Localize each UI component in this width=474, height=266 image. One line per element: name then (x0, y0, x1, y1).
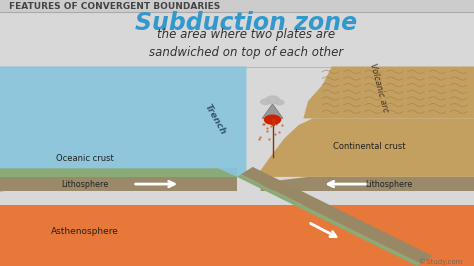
Polygon shape (262, 104, 283, 118)
Text: ©Study.com: ©Study.com (419, 258, 462, 265)
Text: FEATURES OF CONVERGENT BOUNDARIES: FEATURES OF CONVERGENT BOUNDARIES (9, 2, 221, 11)
Polygon shape (261, 177, 474, 191)
Polygon shape (0, 177, 237, 191)
Text: Asthenosphere: Asthenosphere (51, 227, 119, 236)
Circle shape (266, 96, 279, 103)
Text: Oceanic crust: Oceanic crust (56, 154, 114, 163)
Polygon shape (241, 167, 433, 264)
Text: Continental crust: Continental crust (334, 142, 406, 151)
Polygon shape (303, 66, 474, 118)
Circle shape (264, 115, 281, 124)
Polygon shape (0, 205, 474, 266)
Text: Lithosphere: Lithosphere (62, 180, 109, 189)
Circle shape (275, 100, 284, 105)
Circle shape (261, 99, 270, 105)
Text: Volcanic arc: Volcanic arc (368, 62, 390, 113)
Text: Lithosphere: Lithosphere (365, 180, 412, 189)
Text: Trench: Trench (203, 103, 228, 137)
Polygon shape (237, 174, 421, 266)
Polygon shape (0, 66, 246, 177)
Text: Subduction zone: Subduction zone (136, 11, 357, 35)
Polygon shape (251, 118, 474, 177)
Bar (0, 0, 474, 12)
Polygon shape (0, 168, 237, 177)
Polygon shape (0, 169, 237, 192)
Text: the area where two plates are
sandwiched on top of each other: the area where two plates are sandwiched… (149, 28, 344, 59)
